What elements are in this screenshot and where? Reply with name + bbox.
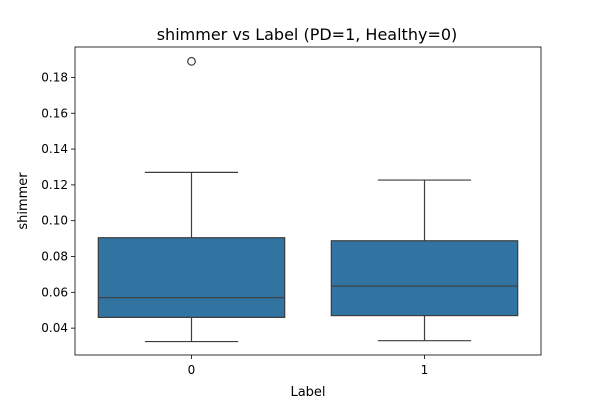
plot-frame [74, 46, 542, 356]
chart-title: shimmer vs Label (PD=1, Healthy=0) [157, 25, 458, 44]
y-tick-label: 0.14 [41, 142, 68, 156]
iqr-box [330, 240, 519, 317]
y-tick-label: 0.04 [41, 321, 68, 335]
y-axis-label: shimmer [16, 172, 31, 230]
outlier-point [187, 56, 196, 66]
y-tick-label: 0.18 [41, 70, 68, 84]
x-tick-label: 1 [421, 363, 429, 377]
x-tick-label: 0 [188, 363, 196, 377]
y-tick-label: 0.06 [41, 285, 68, 299]
x-axis-label: Label [290, 385, 325, 400]
box-group-1 [330, 179, 519, 342]
y-tick-label: 0.16 [41, 106, 68, 120]
y-tick-label: 0.12 [41, 178, 68, 192]
y-tick-label: 0.10 [41, 214, 68, 228]
y-tick-label: 0.08 [41, 250, 68, 264]
iqr-box [97, 237, 286, 318]
box-group-0 [97, 56, 286, 343]
plot-area [97, 56, 519, 343]
